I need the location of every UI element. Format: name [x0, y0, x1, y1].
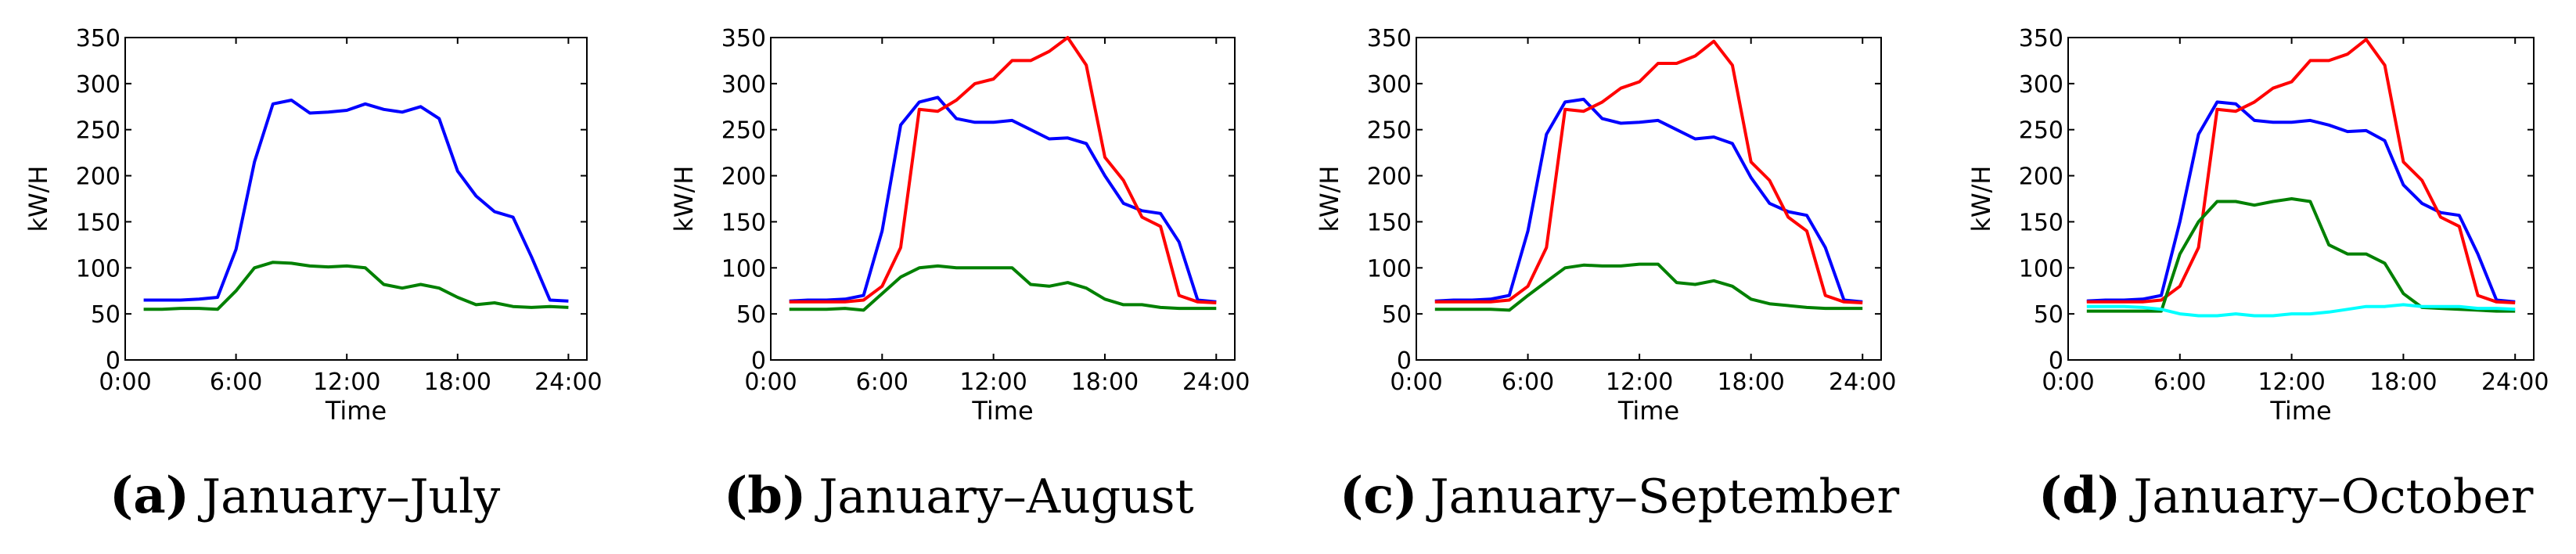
y-tick-label: 0: [751, 347, 766, 375]
x-tick-label: 18:00: [2369, 369, 2437, 396]
y-tick-label: 0: [2049, 347, 2063, 375]
x-axis-label: Time: [325, 396, 387, 426]
y-tick-label: 50: [2034, 301, 2063, 329]
caption-letter: (a): [110, 466, 189, 525]
series-line-blue: [2086, 100, 2516, 304]
x-axis-label: Time: [971, 396, 1033, 426]
caption-letter: (c): [1340, 466, 1418, 525]
x-tick-label: 0:00: [1390, 369, 1442, 396]
x-tick-label: 12:00: [959, 369, 1027, 396]
x-tick-label: 18:00: [1717, 369, 1784, 396]
y-tick-label: 300: [76, 71, 121, 99]
x-tick-label: 24:00: [1182, 369, 1250, 396]
caption-text: January–July: [197, 469, 500, 524]
y-tick-label: 150: [2019, 209, 2063, 236]
y-tick-label: 100: [1367, 255, 1412, 282]
panel-caption: (b) January–August: [724, 466, 1194, 525]
x-tick-label: 6:00: [2153, 369, 2206, 396]
y-axis-label: kW/H: [669, 165, 699, 232]
x-tick-label: 6:00: [856, 369, 908, 396]
y-tick-label: 250: [2019, 117, 2063, 145]
x-tick-label: 24:00: [2481, 369, 2549, 396]
x-tick-label: 24:00: [534, 369, 602, 396]
plot-frame: [2067, 37, 2535, 361]
chart-panel-4: 0 50 100 150 200 250 300 350 0:00 6:00 12:00 18:00 2…: [1966, 25, 2549, 525]
y-tick-label: 0: [106, 347, 121, 375]
x-tick-label: 12:00: [313, 369, 380, 396]
y-tick-label: 350: [2019, 25, 2063, 52]
x-tick-label: 6:00: [1502, 369, 1554, 396]
series-line-red: [2086, 38, 2516, 304]
x-tick-label: 0:00: [99, 369, 151, 396]
y-tick-label: 200: [1367, 164, 1412, 191]
y-tick-label: 250: [1367, 117, 1412, 145]
y-tick-label: 150: [76, 209, 121, 236]
y-tick-label: 150: [1367, 209, 1412, 236]
y-tick-label: 350: [76, 25, 121, 52]
series-line-green: [2086, 197, 2516, 313]
x-axis-label: Time: [2269, 396, 2331, 426]
caption-letter: (d): [2038, 466, 2121, 525]
chart-panel-3: 0 50 100 150 200 250 300 350 0:00 6:00 12:00 18:00 2…: [1315, 25, 1899, 525]
y-tick-label: 150: [721, 209, 766, 236]
caption-text: January–August: [814, 469, 1193, 524]
x-tick-label: 18:00: [1071, 369, 1139, 396]
y-tick-label: 250: [76, 117, 121, 145]
x-tick-label: 24:00: [1829, 369, 1896, 396]
y-tick-label: 100: [76, 255, 121, 282]
series-line-red: [789, 36, 1217, 304]
y-tick-label: 300: [1367, 71, 1412, 99]
series-line-blue: [1434, 97, 1863, 304]
series-line-green: [789, 264, 1217, 312]
panel-caption: (c) January–September: [1340, 466, 1899, 525]
y-tick-label: 100: [2019, 255, 2063, 282]
y-tick-label: 50: [1382, 301, 1412, 329]
y-tick-label: 350: [1367, 25, 1412, 52]
y-tick-label: 300: [2019, 71, 2063, 99]
x-tick-label: 12:00: [1606, 369, 1673, 396]
chart-panel-2: 0 50 100 150 200 250 300 350 0:00 6:00 12:00 18:00 2…: [669, 25, 1250, 525]
y-axis-label: kW/H: [23, 165, 53, 232]
caption-text: January–October: [2128, 469, 2533, 524]
x-tick-label: 0:00: [744, 369, 797, 396]
y-axis-label: kW/H: [1315, 165, 1344, 232]
chart-panel-1: 0 50 100 150 200 250 300 350 0:00 6:00 12:00 18:00 2…: [23, 25, 603, 525]
x-tick-label: 12:00: [2258, 369, 2325, 396]
caption-text: January–September: [1426, 469, 1900, 524]
panel-caption: (d) January–October: [2038, 466, 2534, 525]
y-tick-label: 200: [2019, 164, 2063, 191]
y-tick-label: 0: [1397, 347, 1412, 375]
plot-frame: [124, 37, 588, 361]
y-tick-label: 50: [91, 301, 121, 329]
y-tick-label: 300: [721, 71, 766, 99]
series-line-cyan: [2086, 303, 2516, 318]
series-line-green: [143, 261, 569, 311]
y-tick-label: 100: [721, 255, 766, 282]
x-axis-label: Time: [1617, 396, 1679, 426]
series-line-green: [1434, 262, 1863, 312]
y-tick-label: 200: [76, 164, 121, 191]
caption-letter: (b): [724, 466, 806, 525]
y-axis-label: kW/H: [1966, 165, 1996, 232]
x-tick-label: 6:00: [210, 369, 262, 396]
plot-frame: [770, 37, 1236, 361]
y-tick-label: 200: [721, 164, 766, 191]
panel-caption: (a) January–July: [110, 466, 500, 525]
y-tick-label: 350: [721, 25, 766, 52]
x-tick-label: 0:00: [2042, 369, 2094, 396]
y-tick-label: 250: [721, 117, 766, 145]
plot-frame: [1416, 37, 1882, 361]
y-tick-label: 50: [736, 301, 766, 329]
series-line-blue: [143, 99, 569, 303]
series-line-red: [1434, 39, 1863, 304]
series-line-blue: [789, 95, 1217, 304]
x-tick-label: 18:00: [424, 369, 491, 396]
